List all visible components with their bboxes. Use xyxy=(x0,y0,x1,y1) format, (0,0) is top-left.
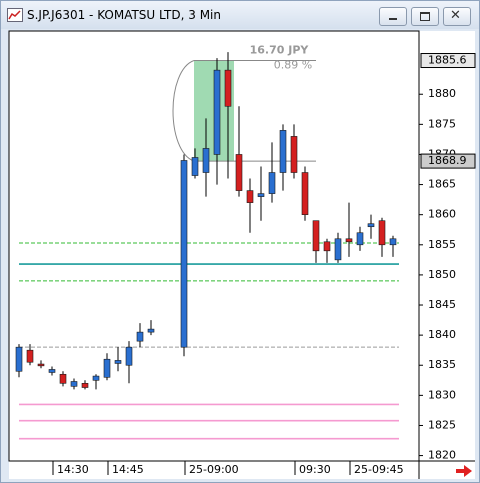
x-tick-label: 14:30 xyxy=(57,463,89,476)
price-axis xyxy=(419,31,475,461)
price-tag xyxy=(420,153,476,169)
y-tick-label: 1875 xyxy=(428,117,456,130)
title-bar: S.JP.J6301 - KOMATSU LTD, 3 Min ✕ xyxy=(1,1,479,29)
candle-body xyxy=(81,383,89,388)
candle-body xyxy=(279,130,287,173)
price-tag-label: 1885.6 xyxy=(428,54,467,67)
candle-body xyxy=(136,331,144,342)
candle-body xyxy=(224,69,232,107)
close-button[interactable]: ✕ xyxy=(443,7,471,26)
minimize-button[interactable] xyxy=(379,7,407,26)
candle-body xyxy=(235,154,243,191)
price-tag xyxy=(420,53,476,69)
candle-body xyxy=(125,346,133,366)
y-tick-label: 1855 xyxy=(428,238,456,251)
y-tick-label: 1845 xyxy=(428,298,456,311)
candle-body xyxy=(37,363,45,367)
measure-difference: 16.70 JPY xyxy=(250,44,310,57)
candle-body xyxy=(213,69,221,155)
candle-body xyxy=(15,346,23,372)
candle-body xyxy=(290,136,298,173)
y-tick-label: 1865 xyxy=(428,178,456,191)
y-tick-label: 1880 xyxy=(428,87,456,100)
app-icon xyxy=(7,8,23,22)
candle-body xyxy=(367,223,375,228)
candle-body xyxy=(114,360,122,364)
candle-body xyxy=(389,238,397,246)
candle-body xyxy=(48,369,56,373)
candle-body xyxy=(268,172,276,194)
y-tick-label: 1850 xyxy=(428,268,456,281)
candle-body xyxy=(92,375,100,381)
candle-body xyxy=(103,358,111,378)
y-tick-label: 1825 xyxy=(428,418,456,431)
x-tick-label: 14:45 xyxy=(112,463,144,476)
x-tick-label: 09:30 xyxy=(299,463,331,476)
y-tick-label: 1820 xyxy=(428,449,456,462)
scroll-arrow[interactable] xyxy=(456,465,472,477)
candle-body xyxy=(312,220,320,252)
candle-body xyxy=(345,238,353,243)
y-tick-label: 1830 xyxy=(428,388,456,401)
candle-body xyxy=(334,238,342,261)
measure-percent: 0.89 % xyxy=(274,59,312,72)
candle-body xyxy=(59,373,67,384)
candle-body xyxy=(202,148,210,173)
candle-body xyxy=(191,157,199,176)
restore-button[interactable] xyxy=(411,7,439,26)
time-axis xyxy=(9,461,475,479)
candle-body xyxy=(356,232,364,246)
candle-body xyxy=(147,328,155,333)
candle-body xyxy=(378,220,386,246)
price-tag-label: 1868.9 xyxy=(428,154,467,167)
chart: 1820 1825 1830 1835 1840 1845 1850 1855 1860 1865… xyxy=(8,30,476,479)
candle-body xyxy=(26,349,34,363)
measure-arc xyxy=(172,60,195,162)
candle-body xyxy=(301,172,309,215)
window-title: S.JP.J6301 - KOMATSU LTD, 3 Min xyxy=(27,8,221,22)
candle-body xyxy=(246,190,254,203)
y-tick-label: 1860 xyxy=(428,208,456,221)
candle-body xyxy=(70,381,78,387)
y-tick-label: 1835 xyxy=(428,358,456,371)
x-tick-label: 25-09:45 xyxy=(354,463,404,476)
candle-body xyxy=(257,193,265,197)
candle-body xyxy=(323,241,331,252)
y-tick-label: 1840 xyxy=(428,328,456,341)
x-tick-label: 25-09:00 xyxy=(189,463,239,476)
candle-body xyxy=(180,160,188,348)
